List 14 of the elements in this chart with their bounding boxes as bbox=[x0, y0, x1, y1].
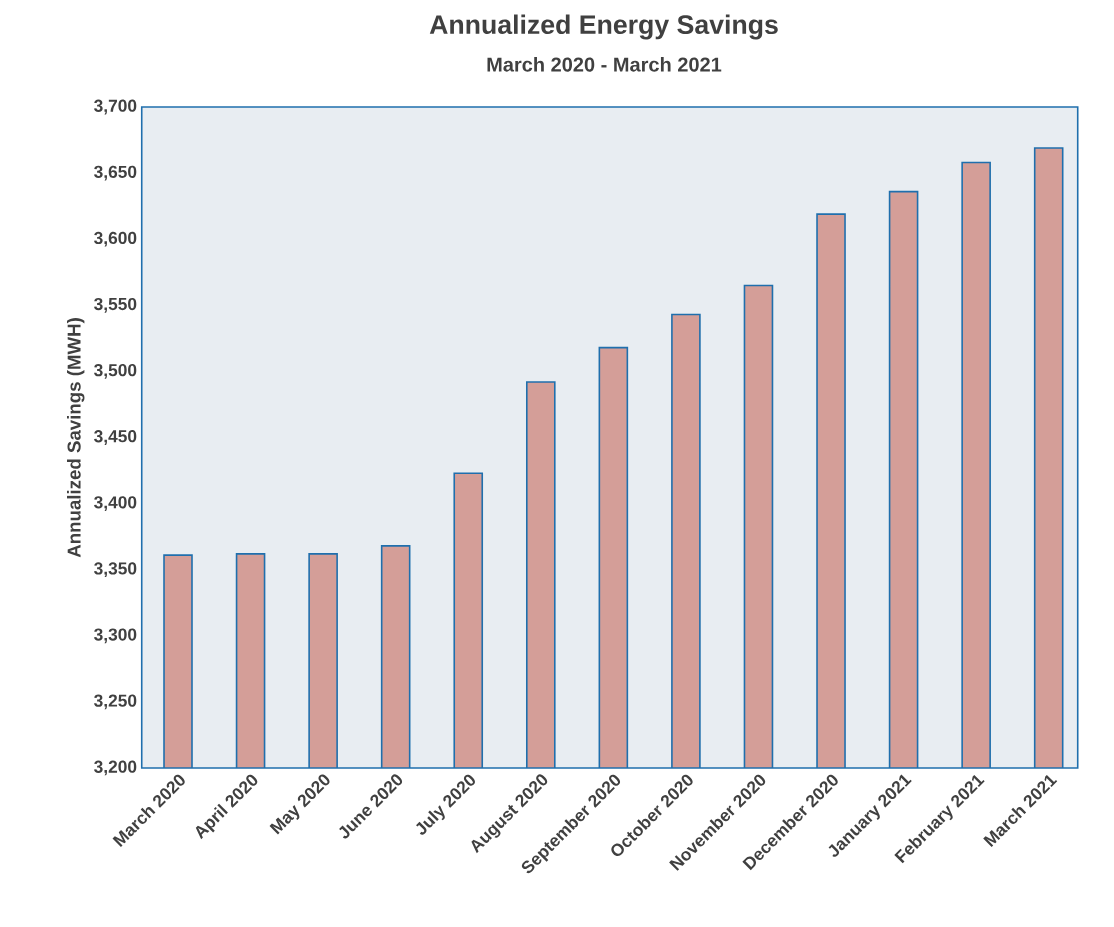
y-tick-label: 3,650 bbox=[94, 165, 137, 181]
y-tick-label: 3,400 bbox=[94, 496, 137, 511]
y-tick-label: 3,250 bbox=[94, 694, 137, 710]
y-tick-label: 3,200 bbox=[94, 760, 137, 776]
y-tick-label: 3,700 bbox=[94, 99, 137, 115]
y-tick-label: 3,450 bbox=[94, 430, 137, 445]
y-tick-label: 3,350 bbox=[94, 562, 137, 578]
y-tick-label: 3,300 bbox=[94, 628, 137, 644]
y-tick-label: 3,550 bbox=[94, 297, 137, 313]
chart-subtitle: March 2020 - March 2021 bbox=[487, 56, 722, 72]
y-axis-title: Annualized Savings (MWH) bbox=[67, 318, 85, 558]
chart-title: Annualized Energy Savings bbox=[429, 14, 778, 40]
y-tick-label: 3,500 bbox=[94, 363, 137, 379]
y-tick-label: 3,600 bbox=[94, 231, 137, 247]
